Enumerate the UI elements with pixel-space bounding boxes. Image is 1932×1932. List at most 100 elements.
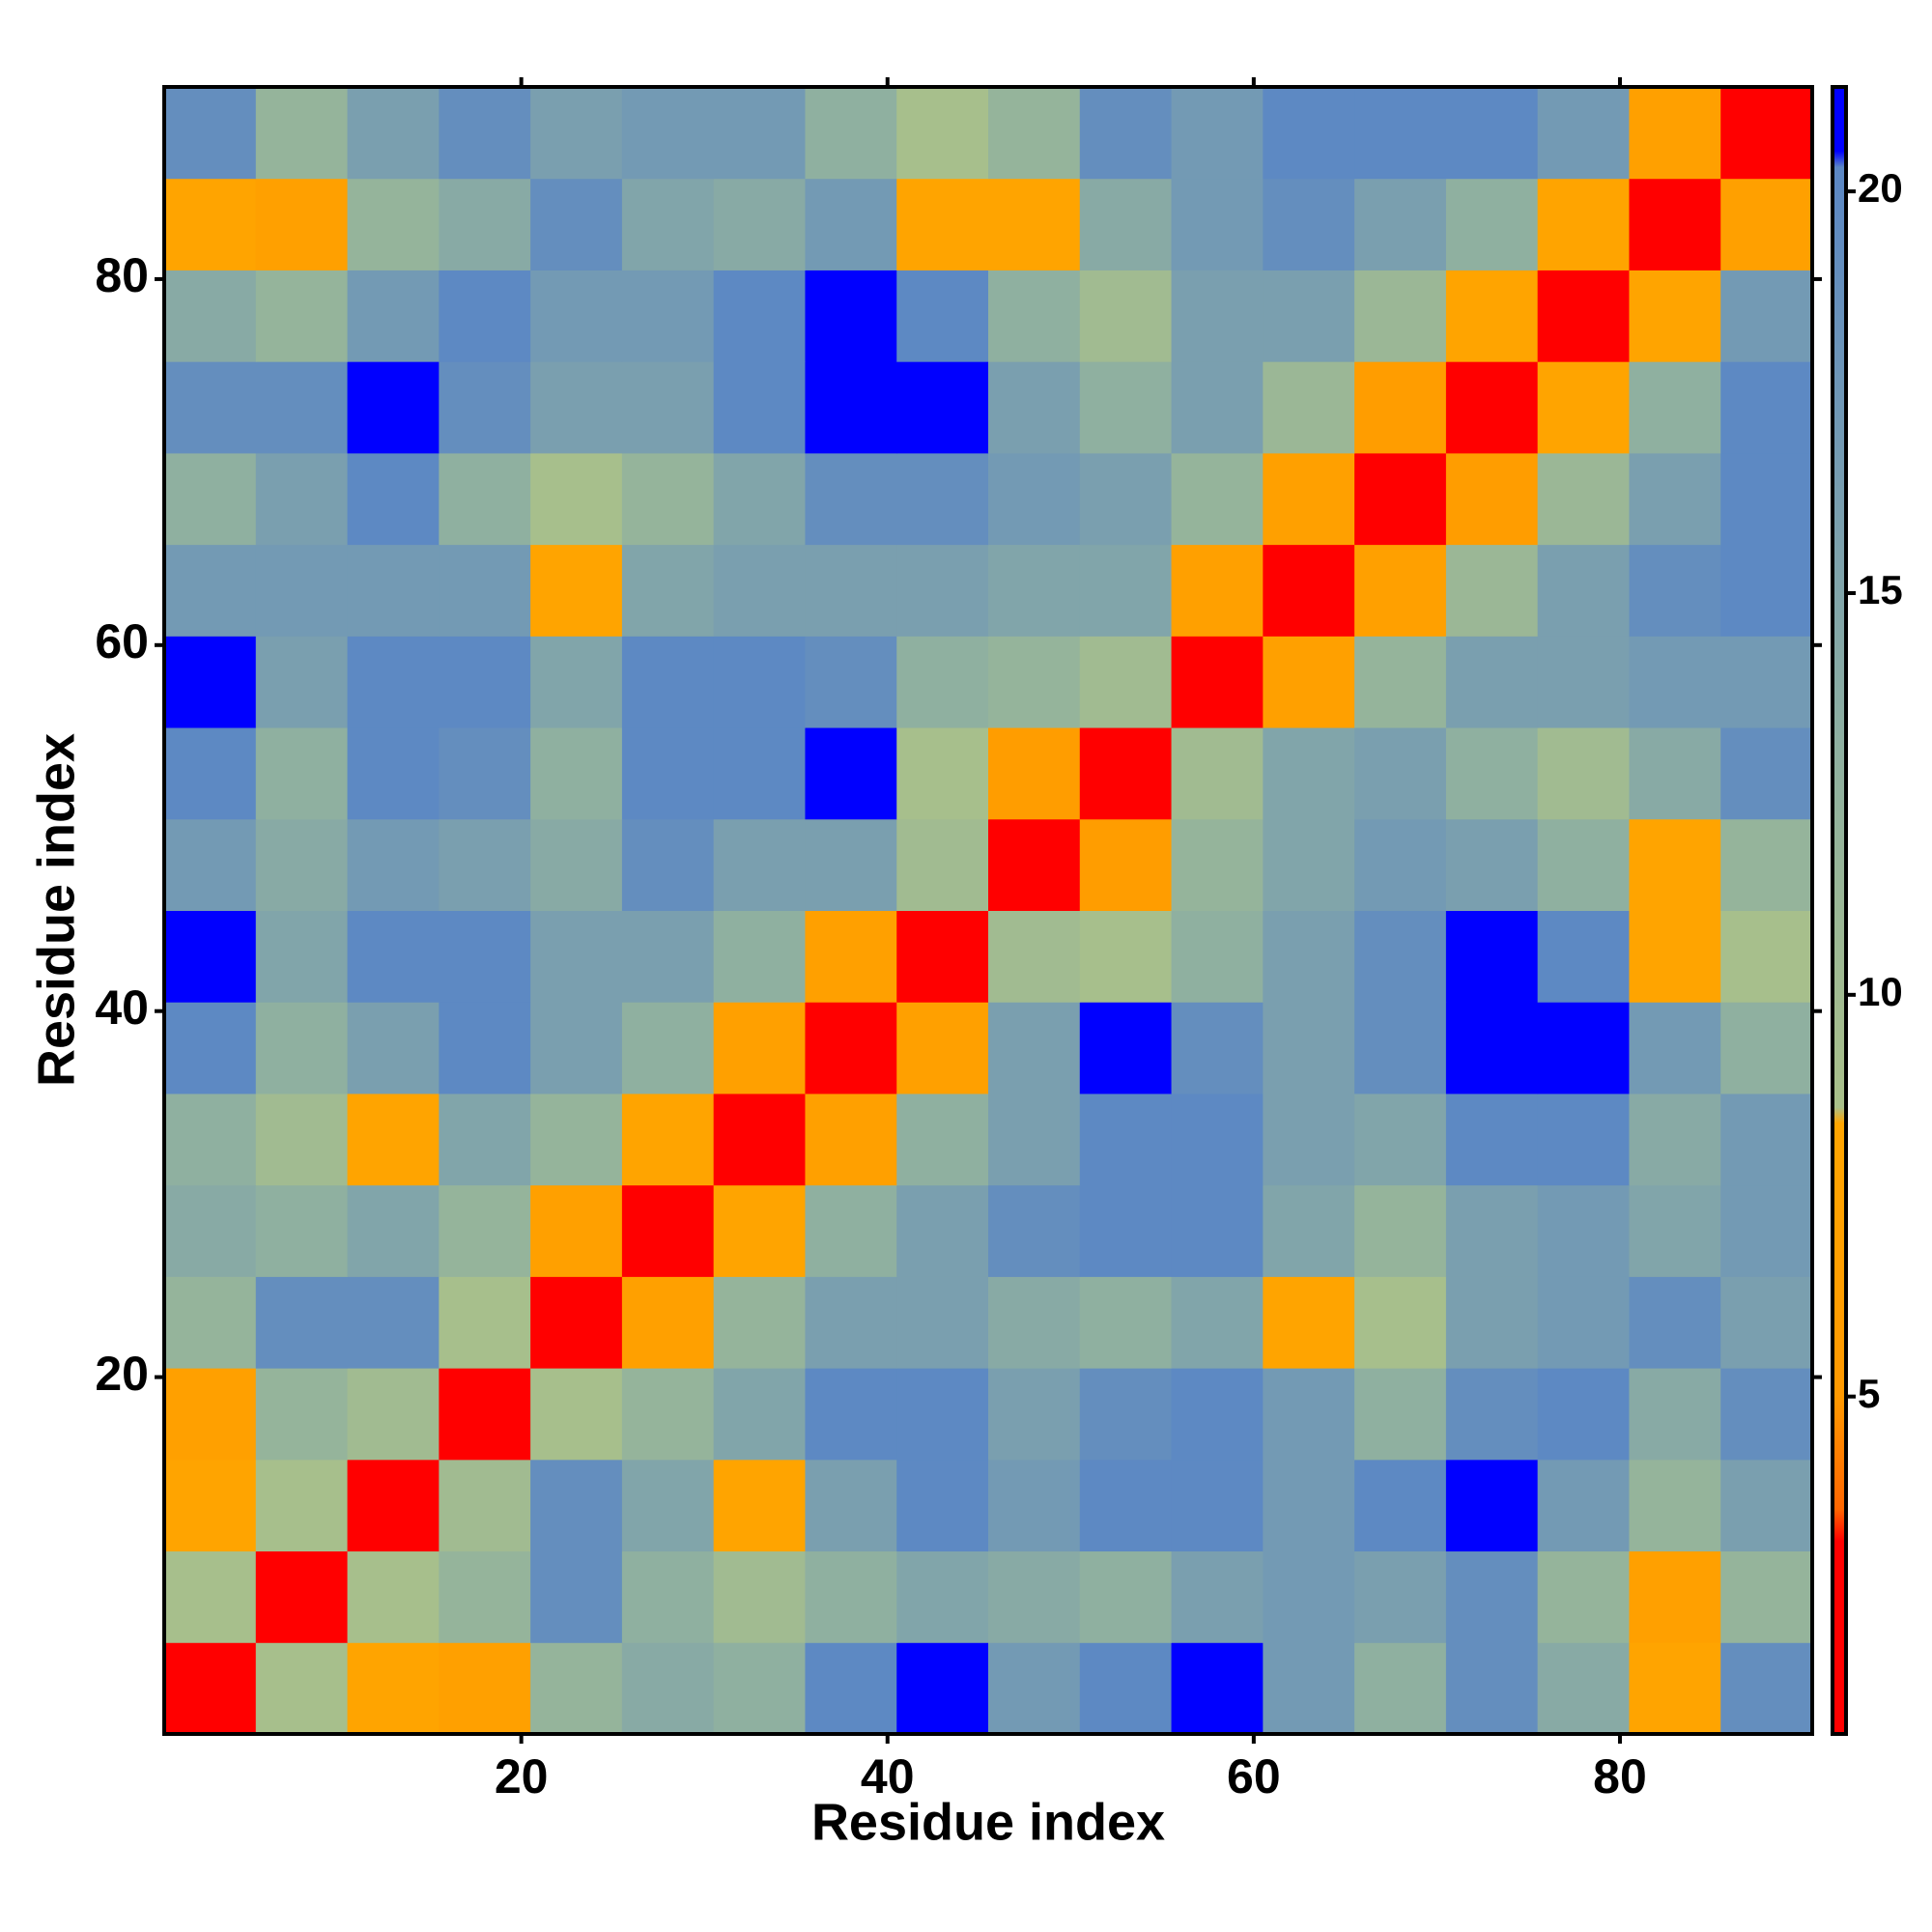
- heatmap-cell: [164, 910, 257, 1003]
- heatmap-cell: [1537, 361, 1630, 454]
- heatmap-cell: [1354, 1184, 1447, 1277]
- heatmap-cell: [988, 1550, 1081, 1643]
- heatmap-cell: [1629, 818, 1721, 911]
- heatmap-cell: [805, 1093, 897, 1186]
- heatmap-cell: [255, 361, 349, 454]
- heatmap-cell: [713, 544, 806, 637]
- heatmap-cell: [1445, 1459, 1539, 1552]
- heatmap-cell: [1354, 1002, 1447, 1094]
- heatmap-cell: [1445, 636, 1539, 728]
- heatmap-cell: [713, 1550, 806, 1643]
- heatmap-cell: [896, 1093, 989, 1186]
- heatmap-cell: [1445, 544, 1539, 637]
- heatmap-cell: [1537, 1368, 1630, 1461]
- heatmap-cell: [1079, 361, 1173, 454]
- heatmap-cell: [1537, 87, 1630, 180]
- heatmap-cell: [1079, 910, 1173, 1003]
- heatmap-cell: [1263, 1002, 1355, 1094]
- heatmap-cell: [255, 910, 349, 1003]
- heatmap-cell: [164, 87, 257, 180]
- heatmap-cell: [988, 1642, 1081, 1735]
- heatmap-cell: [1629, 727, 1721, 820]
- heatmap-cell: [347, 452, 440, 546]
- heatmap-cell: [1720, 910, 1813, 1003]
- heatmap-cell: [1354, 818, 1447, 911]
- heatmap-cell: [1720, 1459, 1813, 1552]
- heatmap-cell: [1629, 1276, 1721, 1369]
- heatmap-cell: [1354, 636, 1447, 728]
- heatmap-cell: [1171, 1184, 1264, 1277]
- heatmap-cell: [896, 727, 989, 820]
- heatmap-cell: [1537, 727, 1630, 820]
- heatmap-cell: [805, 452, 897, 546]
- heatmap-cell: [1079, 636, 1173, 728]
- heatmap-cell: [1263, 452, 1355, 546]
- heatmap-cell: [255, 1276, 349, 1369]
- heatmap-cell: [1537, 1642, 1630, 1735]
- heatmap-cell: [347, 361, 440, 454]
- heatmap-cell: [1079, 1642, 1173, 1735]
- heatmap-cell: [988, 270, 1081, 362]
- heatmap-cell: [988, 1459, 1081, 1552]
- heatmap-cell: [255, 1459, 349, 1552]
- colorbar-tick-label: 10: [1858, 969, 1903, 1014]
- heatmap-cell: [1720, 1002, 1813, 1094]
- heatmap-cell: [896, 818, 989, 911]
- heatmap-cell: [1445, 910, 1539, 1003]
- heatmap-cell: [164, 1093, 257, 1186]
- heatmap-cell: [1445, 1093, 1539, 1186]
- heatmap-cell: [530, 1368, 623, 1461]
- heatmap-cell: [255, 452, 349, 546]
- heatmap-cell: [1445, 178, 1539, 270]
- heatmap-cell: [1263, 1550, 1355, 1643]
- heatmap-cell: [1079, 87, 1173, 180]
- heatmap-cell: [530, 178, 623, 270]
- heatmap-cell: [530, 727, 623, 820]
- heatmap-cell: [621, 270, 715, 362]
- heatmap-cell: [805, 178, 897, 270]
- heatmap-cell: [713, 1184, 806, 1277]
- heatmap-cell: [164, 636, 257, 728]
- heatmap-cell: [164, 270, 257, 362]
- heatmap-cell: [530, 1002, 623, 1094]
- heatmap-cell: [1171, 1642, 1264, 1735]
- heatmap-cell: [896, 910, 989, 1003]
- heatmap-cell: [988, 452, 1081, 546]
- heatmap-cell: [1720, 727, 1813, 820]
- colorbar-tick-label: 15: [1858, 567, 1903, 612]
- heatmap-cell: [1263, 636, 1355, 728]
- heatmap-cell: [439, 910, 531, 1003]
- heatmap-cell: [255, 636, 349, 728]
- heatmap-cell: [1354, 1093, 1447, 1186]
- heatmap-cell: [439, 178, 531, 270]
- heatmap-cell: [1629, 87, 1721, 180]
- x-tick-label: 60: [1227, 1749, 1281, 1804]
- heatmap-cell: [1537, 1093, 1630, 1186]
- heatmap-cell: [1171, 1276, 1264, 1369]
- heatmap-cell: [1263, 1368, 1355, 1461]
- heatmap-cell: [1079, 727, 1173, 820]
- heatmap-cell: [896, 1550, 989, 1643]
- heatmap-cell: [713, 636, 806, 728]
- heatmap-cell: [1171, 87, 1264, 180]
- heatmap-cell: [621, 87, 715, 180]
- heatmap-cell: [896, 87, 989, 180]
- heatmap-cell: [347, 910, 440, 1003]
- heatmap-cell: [805, 544, 897, 637]
- heatmap-cell: [1171, 910, 1264, 1003]
- heatmap-cell: [1629, 910, 1721, 1003]
- heatmap-cell: [530, 1459, 623, 1552]
- heatmap-cell: [255, 727, 349, 820]
- heatmap-cell: [1171, 1002, 1264, 1094]
- heatmap-cell: [713, 1002, 806, 1094]
- heatmap-cell: [347, 1276, 440, 1369]
- heatmap-cell: [621, 636, 715, 728]
- heatmap-cell: [1263, 544, 1355, 637]
- heatmap-cell: [1629, 1642, 1721, 1735]
- heatmap-cell: [896, 1184, 989, 1277]
- heatmap-cell: [439, 1093, 531, 1186]
- heatmap-cell: [1629, 1093, 1721, 1186]
- heatmap-cell: [439, 452, 531, 546]
- heatmap-cell: [988, 178, 1081, 270]
- heatmap-cell: [1629, 361, 1721, 454]
